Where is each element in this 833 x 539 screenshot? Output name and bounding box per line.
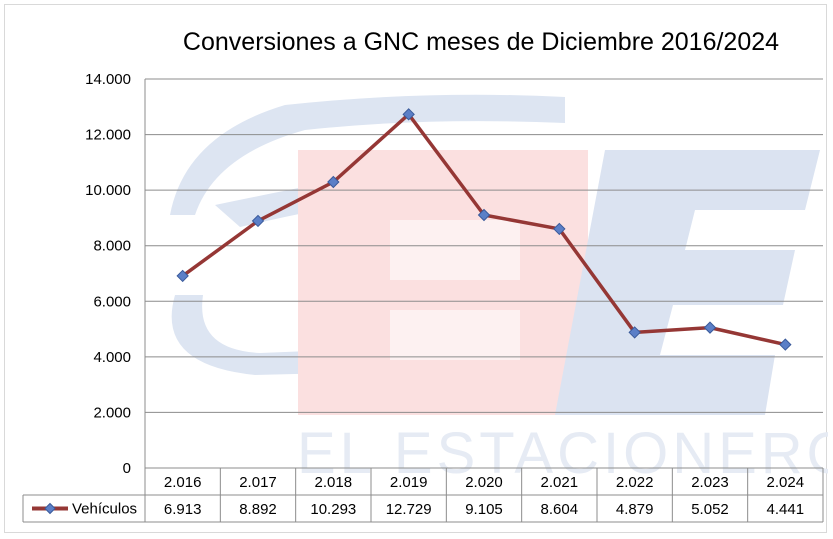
watermark-text: EL ESTACIONERO	[297, 421, 828, 486]
nozzle-handle-shape	[170, 94, 565, 215]
x-category-label: 2.019	[390, 474, 428, 491]
series-vehiculos	[176, 108, 792, 351]
data-point-marker	[402, 108, 415, 121]
x-category-label: 2.023	[691, 474, 729, 491]
x-category-label: 2.016	[164, 474, 202, 491]
data-point-marker	[251, 214, 265, 228]
data-point-marker	[477, 208, 491, 222]
legend-marker-key	[44, 502, 56, 515]
y-tick-label: 8.000	[93, 238, 131, 255]
data-value-label: 9.105	[465, 501, 503, 518]
x-category-label: 2.020	[465, 474, 503, 491]
data-point-marker	[553, 222, 566, 236]
data-point-marker	[628, 326, 641, 339]
y-tick-label: 6.000	[93, 293, 131, 310]
data-value-label: 8.892	[239, 501, 277, 518]
y-axis-tick-labels: 0 2.000 4.000 6.000 8.000 10.000 12.000 14.000	[85, 71, 131, 477]
data-point-marker	[327, 175, 340, 189]
logo-e-left-gap	[390, 220, 520, 280]
y-tick-label: 0	[123, 460, 131, 477]
x-category-label: 2.021	[541, 474, 579, 491]
y-tick-label: 4.000	[93, 349, 131, 366]
data-value-label: 10.293	[310, 501, 356, 518]
data-table: 2.016 2.017 2.018 2.019 2.020 2.021 2.022 2.023…	[22, 467, 824, 523]
data-point-marker	[176, 269, 189, 283]
logo-e-right-icon	[555, 150, 820, 415]
logo-e-left-icon	[298, 150, 588, 415]
data-value-label: 4.879	[616, 501, 654, 518]
data-value-label: 8.604	[541, 501, 579, 518]
y-tick-label: 12.000	[85, 127, 131, 144]
data-point-marker	[779, 338, 792, 351]
data-value-label: 5.052	[691, 501, 729, 518]
chart-svg: EL ESTACIONERO Conversiones a GNC meses …	[22, 28, 828, 523]
y-tick-label: 2.000	[93, 404, 131, 421]
x-category-label: 2.018	[315, 474, 353, 491]
y-tick-label: 14.000	[85, 71, 131, 88]
data-value-label: 4.441	[767, 501, 805, 518]
legend-series-name: Vehículos	[72, 501, 137, 518]
logo-e-left-gap-2	[390, 310, 520, 360]
data-value-label: 6.913	[164, 501, 202, 518]
data-value-label: 12.729	[386, 501, 432, 518]
x-category-label: 2.022	[616, 474, 654, 491]
data-point-marker	[703, 321, 717, 334]
chart-title: Conversiones a GNC meses de Diciembre 20…	[183, 28, 779, 56]
y-tick-label: 10.000	[85, 182, 131, 199]
x-category-label: 2.017	[239, 474, 277, 491]
watermark-logo-icon: EL ESTACIONERO	[170, 94, 828, 486]
nozzle-hose-shape	[171, 295, 335, 375]
chart-frame: EL ESTACIONERO Conversiones a GNC meses …	[4, 4, 828, 533]
x-category-label: 2.024	[767, 474, 805, 491]
